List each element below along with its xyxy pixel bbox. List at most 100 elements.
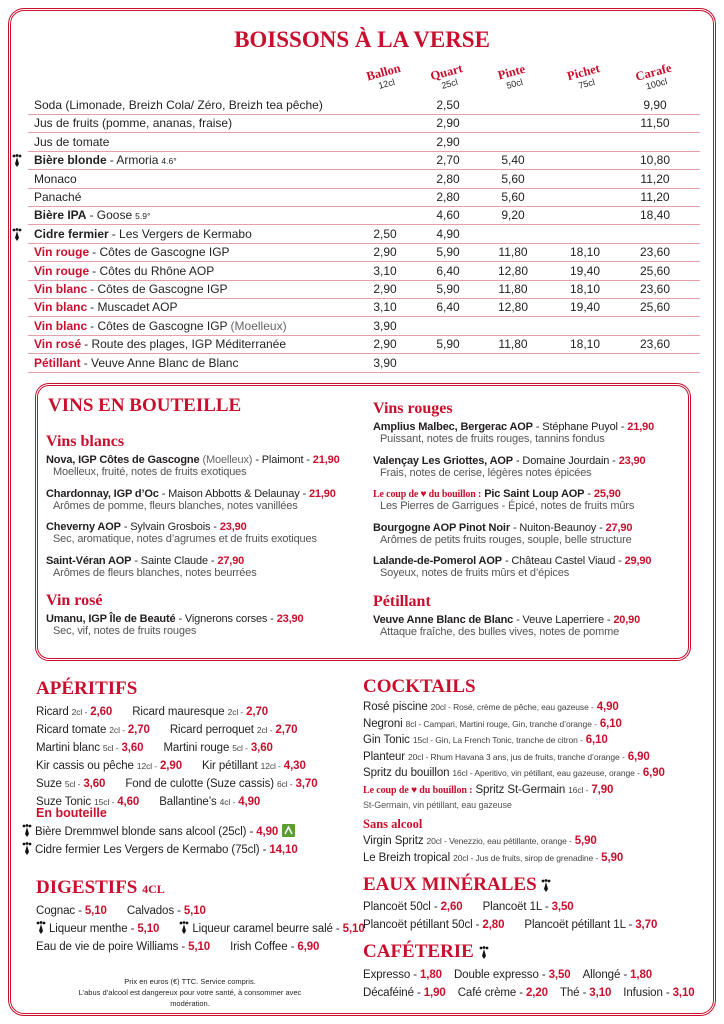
bio-logo	[282, 824, 296, 837]
item-price: 4,90	[596, 701, 619, 713]
item-detail: 2cl -	[256, 725, 273, 735]
price-cell: 3,90	[373, 318, 397, 333]
wine-name: Amplius Malbec, Bergerac AOP	[373, 421, 533, 433]
menu-line: Le Breizh tropical 20cl - Jus de fruits, …	[363, 850, 708, 867]
menu-item: Plancoët 1L -3,50	[483, 901, 574, 913]
wine-producer: - Maison Abbotts & Delaunay -	[161, 487, 306, 500]
wine-producer: - Veuve Laperriere -	[516, 613, 611, 626]
price-cell: 19,40	[569, 300, 601, 315]
item-name: Rosé piscine	[363, 701, 428, 713]
wine-description: Sec, aromatique, notes d’agrumes et de f…	[53, 533, 317, 545]
item-detail: 16cl -	[568, 784, 589, 795]
drink-detail: - Goose	[89, 208, 133, 223]
wine-entry: Valençay Les Griottes, AOP - Domaine Jour…	[373, 455, 688, 489]
wine-price: 23,90	[219, 521, 247, 533]
wine-line: Cheverny AOP - Sylvain Grosbois -23,90	[46, 521, 366, 533]
price-cell: 11,80	[498, 337, 528, 352]
item-name: Eau de vie de poire Williams -	[36, 941, 186, 953]
menu-line: Virgin Spritz 20cl - Venezzio, eau pétill…	[363, 833, 708, 850]
item-price: 5,10	[84, 905, 107, 917]
price-cell: 11,50	[640, 116, 670, 131]
menu-item: Allongé -1,80	[582, 969, 653, 981]
price-cell: 12,80	[497, 263, 529, 278]
wine-name: Saint-Véran AOP	[46, 554, 132, 567]
menu-item: Cognac -5,10	[36, 905, 107, 917]
wine-description: Attaque fraîche, des bulles vives, notes…	[380, 625, 620, 638]
item-price: 2,70	[127, 724, 150, 736]
item-price: 5,10	[188, 941, 211, 953]
menu-line: Ricard tomate 2cl -2,70 Ricard perroquet 2c…	[36, 721, 356, 739]
drink-label: Vin blanc	[34, 318, 88, 333]
menu-item: Martini rouge 5cl -3,60	[163, 742, 272, 754]
wine-line: Amplius Malbec, Bergerac AOP - Stéphane P…	[373, 421, 688, 433]
item-name: Allongé -	[582, 969, 628, 981]
price-cell: 4,90	[436, 226, 460, 241]
price-cell: 2,90	[436, 134, 460, 149]
section-title-text: CAFÉTERIE	[363, 941, 474, 962]
menu-item: Double expresso -3,50	[454, 969, 571, 981]
wine-entry: Nova, IGP Côtes de Gascogne (Moelleux) - P…	[46, 454, 366, 488]
price-cell: 5,40	[501, 153, 525, 168]
price-cell: 5,90	[436, 245, 460, 260]
price-cell: 2,90	[373, 245, 397, 260]
item-detail: 5cl -	[232, 743, 248, 753]
drink-label: Jus de fruits (pomme, ananas, fraise)	[34, 116, 233, 131]
menu-item: Infusion -3,10	[623, 987, 694, 999]
section-title: EAUX MINÉRALES	[363, 874, 554, 896]
section-title: BOISSONS À LA VERSE	[234, 27, 490, 52]
wine-description: Arômes de petits fruits rouges, souple, …	[380, 533, 632, 546]
drink-note: 5.9°	[135, 211, 151, 222]
hermine-icon	[479, 946, 489, 959]
menu-item: Irish Coffee -6,90	[230, 941, 319, 953]
section-title: COCKTAILS	[363, 676, 476, 697]
section-title-text: DIGESTIFS	[36, 877, 138, 898]
menu-line: Eau de vie de poire Williams -5,10 Irish …	[36, 938, 366, 956]
wine-qualifier: (Moelleux)	[202, 454, 253, 466]
item-name: Plancoët 50cl -	[363, 901, 438, 913]
wine-description: Puissant, notes de fruits rouges, tannin…	[380, 433, 605, 445]
wine-price: 20,90	[613, 613, 641, 626]
item-detail: 12cl -	[260, 761, 281, 771]
wine-entry: Le coup de ♥ du bouillon : Pic Saint Loup…	[373, 488, 688, 522]
item-name: Negroni	[363, 717, 403, 730]
price-cell: 23,60	[639, 337, 671, 352]
item-price: 4,90	[238, 796, 261, 808]
menu-item: Gin Tonic 15cl - Gin, La French Tonic, tr…	[363, 734, 608, 746]
wine-producer: -	[587, 488, 591, 500]
price-cell: 5,60	[501, 171, 525, 186]
wine-producer: - Château Castel Viaud -	[504, 555, 622, 567]
drink-detail: - Route des plages, IGP Méditerranée	[84, 337, 287, 352]
price-cell: 6,40	[436, 300, 460, 315]
drink-detail: - Veuve Anne Blanc de Blanc	[83, 355, 239, 370]
wine-producer: - Sylvain Grosbois -	[123, 521, 217, 533]
menu-item: Kir pétillant 12cl -4,30	[202, 760, 306, 772]
wine-entry: Lalande-de-Pomerol AOP - Château Castel V…	[373, 555, 688, 589]
item-price: 3,70	[635, 919, 658, 931]
item-name: Cognac -	[36, 905, 82, 917]
section-title: CAFÉTERIE	[363, 941, 492, 963]
wine-description: Les Pierres de Garrigues - Épicé, notes …	[380, 500, 635, 512]
item-detail: 8cl - Campari, Martini rouge, Gin, tranc…	[405, 718, 597, 729]
hermine-icon	[542, 879, 551, 892]
item-name: Plancoët 1L -	[482, 901, 549, 913]
item-price: 2,70	[275, 724, 298, 736]
wine-name: Valençay Les Griottes, AOP	[373, 454, 513, 467]
wine-price: 27,90	[217, 554, 245, 567]
drink-label: Bière blonde	[34, 153, 107, 168]
item-price: 2,20	[525, 987, 548, 999]
wine-price: 25,90	[593, 488, 621, 500]
item-price: 1,80	[419, 969, 442, 981]
wine-producer: - Vignerons corses -	[178, 613, 274, 625]
item-detail: 2cl -	[227, 707, 244, 717]
price-cell: 2,90	[373, 282, 397, 296]
table-row: Vin blanc - Muscadet AOP 3,10 6,40 12,80 19,4…	[28, 298, 700, 318]
menu-line: Negroni 8cl - Campari, Martini rouge, Gin…	[363, 716, 708, 733]
price-cell: 5,90	[436, 282, 460, 296]
menu-item: Kir cassis ou pêche 12cl -2,90	[36, 760, 182, 772]
page-frame	[8, 8, 716, 1016]
price-cell: 3,10	[373, 300, 397, 315]
price-cell: 19,40	[569, 263, 601, 278]
price-cell: 5,60	[501, 190, 525, 204]
item-name: Plancoët pétillant 50cl -	[363, 919, 480, 931]
wine-description: Moelleux, fruité, notes de fruits exotiq…	[53, 466, 247, 478]
